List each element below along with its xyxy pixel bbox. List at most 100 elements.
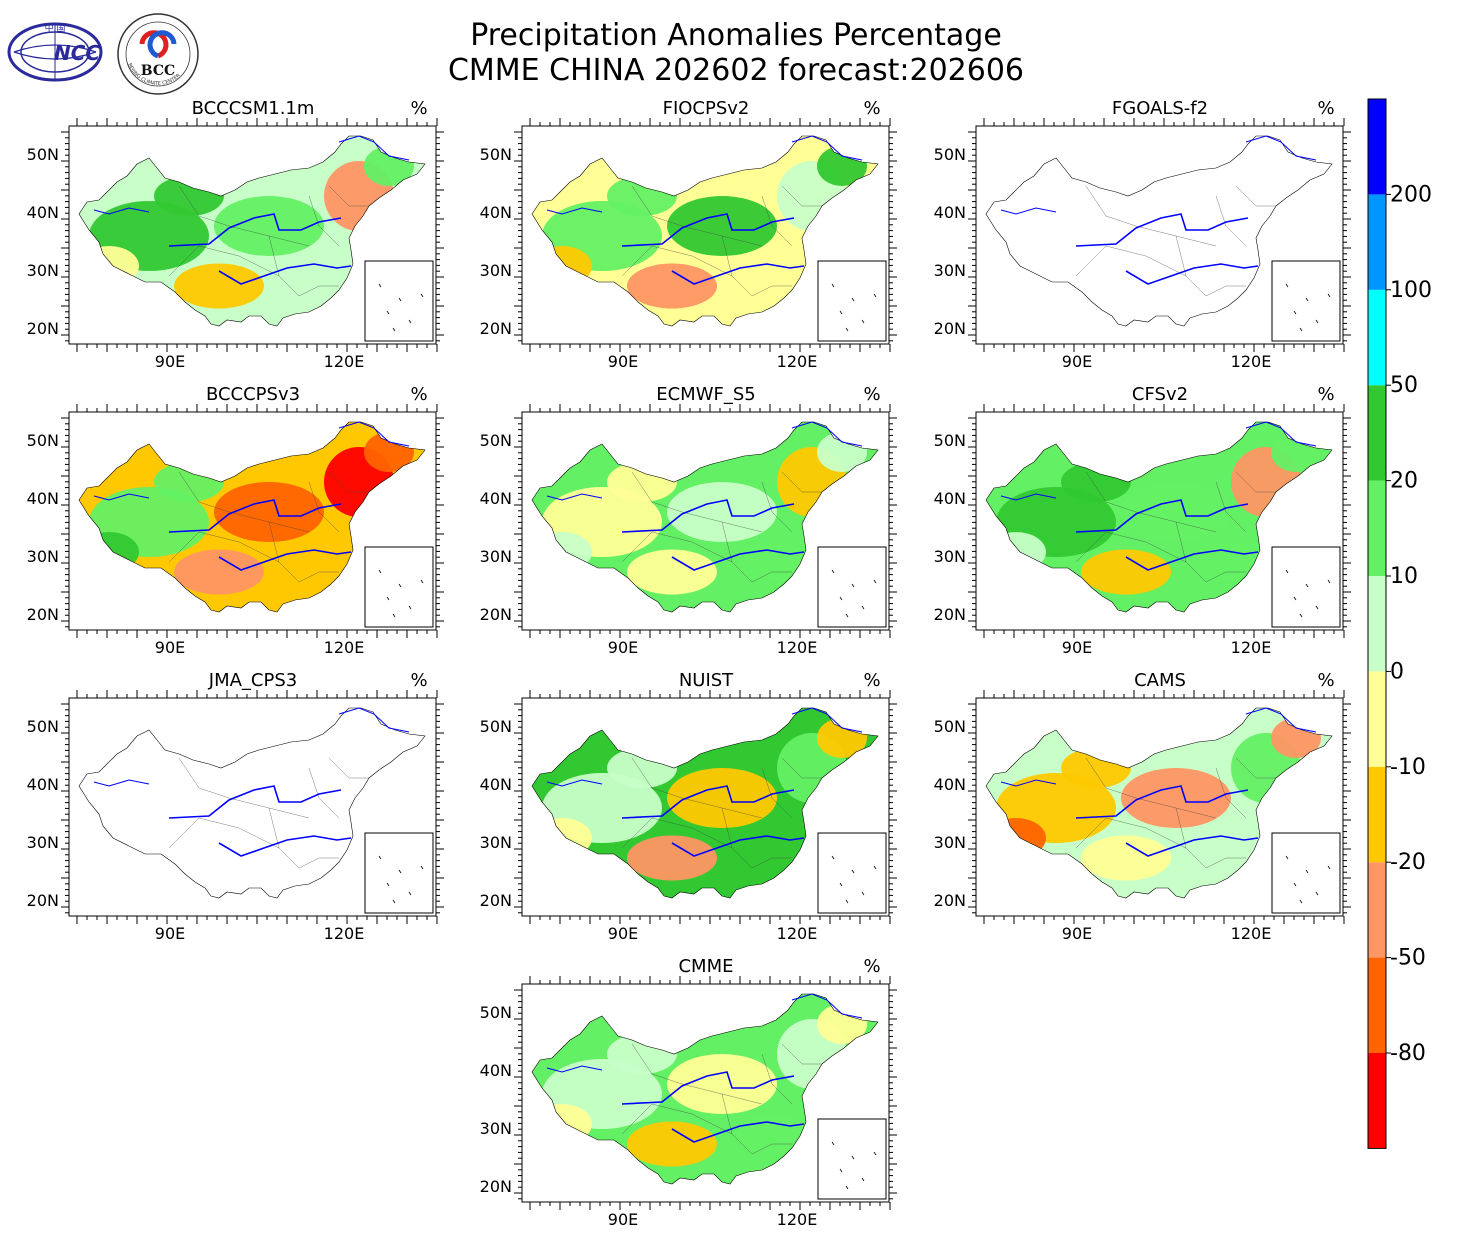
- panel-unit: %: [863, 384, 880, 405]
- china-border: [985, 135, 1333, 327]
- map-panel: BCCCSM1.1m % 50N 40N 30N 20N 90E 120E: [27, 98, 444, 371]
- lat-label: 40N: [934, 775, 966, 794]
- lon-label: 90E: [1062, 924, 1092, 943]
- ncc-logo-top-text: 中 国: [45, 22, 66, 34]
- colorbar-label: 200: [1390, 182, 1432, 207]
- south-china-sea-inset: [364, 260, 434, 342]
- axis-ticks: [514, 118, 897, 352]
- province-lines: [621, 757, 822, 869]
- lat-label: 30N: [480, 1119, 512, 1138]
- panel-title: BCCCPSv3: [206, 384, 300, 405]
- south-china-sea-inset: [817, 1118, 887, 1200]
- lon-label: 90E: [155, 638, 185, 657]
- rivers: [1000, 707, 1317, 857]
- axis-ticks: [61, 690, 444, 924]
- lat-label: 20N: [27, 605, 59, 624]
- china-border: [78, 135, 426, 327]
- axis-ticks: [514, 404, 897, 638]
- province-lines: [168, 757, 369, 869]
- lat-label: 30N: [934, 833, 966, 852]
- china-border: [531, 707, 879, 899]
- lat-label: 50N: [27, 717, 59, 736]
- colorbar-label: 10: [1390, 564, 1418, 589]
- axis-ticks: [968, 118, 1351, 352]
- colorbar-swatch: [1368, 1053, 1386, 1149]
- colorbar: -80 -50 -20 -10 0 10 20 50 100 200: [1367, 98, 1432, 1149]
- rivers: [93, 135, 410, 285]
- south-china-sea-inset: [364, 546, 434, 628]
- panel-unit: %: [1317, 98, 1334, 119]
- map-panel: CMME % 50N 40N 30N 20N 90E 120E: [480, 956, 897, 1229]
- lon-label: 90E: [1062, 352, 1092, 371]
- province-lines: [621, 185, 822, 297]
- lat-label: 50N: [934, 431, 966, 450]
- lon-label: 120E: [1231, 352, 1272, 371]
- lon-label: 120E: [324, 352, 365, 371]
- china-border: [531, 135, 879, 327]
- colorbar-label: -50: [1390, 946, 1426, 971]
- axis-ticks: [968, 690, 1351, 924]
- colorbar-label: -80: [1390, 1041, 1426, 1066]
- lat-label: 40N: [27, 489, 59, 508]
- lat-label: 20N: [934, 891, 966, 910]
- colorbar-swatch: [1368, 957, 1386, 1053]
- lat-label: 40N: [934, 489, 966, 508]
- lon-label: 90E: [608, 352, 638, 371]
- lat-label: 20N: [934, 605, 966, 624]
- lat-label: 50N: [934, 145, 966, 164]
- axis-ticks: [61, 118, 444, 352]
- panel-unit: %: [863, 670, 880, 691]
- lat-label: 40N: [27, 203, 59, 222]
- map-panel: CFSv2 % 50N 40N 30N 20N 90E 120E: [934, 384, 1351, 657]
- lat-label: 20N: [480, 319, 512, 338]
- axis-ticks: [968, 404, 1351, 638]
- south-china-sea-inset: [1271, 832, 1341, 914]
- rivers: [546, 993, 863, 1143]
- lat-label: 50N: [27, 431, 59, 450]
- panel-unit: %: [1317, 670, 1334, 691]
- colorbar-label: 0: [1390, 659, 1404, 684]
- colorbar-swatch: [1368, 385, 1386, 481]
- lat-label: 20N: [27, 319, 59, 338]
- panel-title: FIOCPSv2: [663, 98, 750, 119]
- south-china-sea-inset: [1271, 546, 1341, 628]
- province-lines: [168, 471, 369, 583]
- colorbar-label: 20: [1390, 469, 1418, 494]
- lon-label: 120E: [777, 638, 818, 657]
- axis-ticks: [514, 976, 897, 1210]
- lat-label: 20N: [27, 891, 59, 910]
- lon-label: 90E: [608, 638, 638, 657]
- map-panel: CAMS % 50N 40N 30N 20N 90E 120E: [934, 670, 1351, 943]
- south-china-sea-inset: [817, 546, 887, 628]
- lon-label: 90E: [155, 924, 185, 943]
- lat-label: 50N: [480, 717, 512, 736]
- lat-label: 20N: [934, 319, 966, 338]
- colorbar-swatch: [1368, 862, 1386, 958]
- lat-label: 50N: [934, 717, 966, 736]
- lon-label: 120E: [1231, 924, 1272, 943]
- lat-label: 30N: [480, 833, 512, 852]
- map-panel: FIOCPSv2 % 50N 40N 30N 20N 90E 120E: [480, 98, 897, 371]
- lat-label: 30N: [934, 261, 966, 280]
- map-panel: NUIST % 50N 40N 30N 20N 90E 120E: [480, 670, 897, 943]
- lat-label: 40N: [480, 203, 512, 222]
- panel-title: BCCCSM1.1m: [192, 98, 315, 119]
- panel-title: NUIST: [679, 670, 734, 691]
- panel-title: FGOALS-f2: [1112, 98, 1208, 119]
- lon-label: 120E: [324, 638, 365, 657]
- rivers: [546, 135, 863, 285]
- lat-label: 40N: [480, 489, 512, 508]
- rivers: [1000, 135, 1317, 285]
- lat-label: 30N: [27, 833, 59, 852]
- province-lines: [621, 1043, 822, 1155]
- lat-label: 50N: [480, 145, 512, 164]
- lat-label: 30N: [480, 547, 512, 566]
- province-lines: [1075, 471, 1276, 583]
- lat-label: 50N: [480, 431, 512, 450]
- panel-title: ECMWF_S5: [656, 384, 756, 405]
- panel-title: CAMS: [1134, 670, 1186, 691]
- lon-label: 120E: [777, 352, 818, 371]
- colorbar-swatch: [1368, 289, 1386, 386]
- lat-label: 30N: [480, 261, 512, 280]
- lat-label: 40N: [480, 775, 512, 794]
